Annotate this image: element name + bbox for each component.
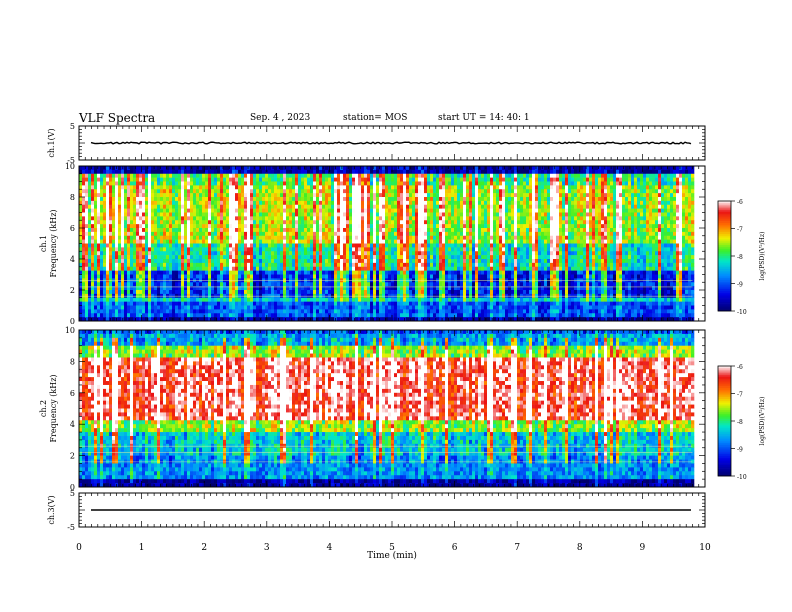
colorbar-tick-label-2: -7 bbox=[737, 392, 743, 399]
xaxis-label: Time (min) bbox=[367, 550, 417, 561]
colorbar-tick-label-1: -7 bbox=[737, 227, 743, 234]
ytick-label-4: -5 bbox=[67, 523, 75, 532]
ytick-label-1: 5 bbox=[70, 122, 75, 131]
ytick-label-3: 10 bbox=[65, 326, 75, 335]
ytick-label-3: 6 bbox=[70, 389, 75, 398]
ylabel-1: ch.1(V) bbox=[47, 128, 56, 157]
colorbar-tick-label-1: -10 bbox=[737, 309, 747, 316]
ytick-label-2: 0 bbox=[70, 317, 75, 326]
xtick-label: 1 bbox=[139, 543, 145, 553]
colorbar-tick-label-2: -10 bbox=[737, 474, 747, 481]
ytick-label-2: 10 bbox=[65, 162, 75, 171]
ylabel-3: Frequency (kHz) bbox=[49, 374, 58, 442]
xtick-label: 0 bbox=[76, 543, 82, 553]
colorbar-tick-label-2: -6 bbox=[737, 364, 743, 371]
ylabel-2: ch.1 bbox=[39, 235, 48, 252]
ytick-label-2: 2 bbox=[70, 286, 75, 295]
spectrogram-image-3 bbox=[79, 330, 705, 487]
xtick-label: 7 bbox=[514, 543, 520, 553]
colorbar-tick-label-1: -9 bbox=[737, 282, 743, 289]
colorbar-label-2: log(PSD)(V²/Hz) bbox=[759, 397, 766, 446]
xtick-label: 3 bbox=[264, 543, 270, 553]
ytick-label-3: 2 bbox=[70, 452, 75, 461]
ytick-label-2: 6 bbox=[70, 224, 75, 233]
ylabel-4: ch.3(V) bbox=[47, 495, 56, 524]
xtick-label: 9 bbox=[640, 543, 646, 553]
xtick-label: 10 bbox=[699, 543, 711, 553]
xtick-label: 6 bbox=[452, 543, 458, 553]
xtick-label: 4 bbox=[327, 543, 333, 553]
spectrogram-image-2 bbox=[79, 166, 705, 321]
colorbar-1 bbox=[718, 201, 735, 311]
colorbar-tick-label-2: -9 bbox=[737, 447, 743, 454]
colorbar-tick-label-1: -8 bbox=[737, 254, 743, 261]
ytick-label-2: 4 bbox=[70, 255, 75, 264]
ytick-label-2: 8 bbox=[70, 193, 75, 202]
waveform-trace-1 bbox=[91, 142, 691, 144]
colorbar-2 bbox=[718, 366, 735, 476]
colorbar-tick-label-2: -8 bbox=[737, 419, 743, 426]
ytick-label-3: 8 bbox=[70, 357, 75, 366]
ylabel-3: ch.2 bbox=[39, 400, 48, 417]
vlf-figure: 5-5ch.1(V)0246810ch.1 Frequency (kHz)0246… bbox=[0, 0, 792, 612]
xtick-label: 8 bbox=[577, 543, 583, 553]
ytick-label-3: 4 bbox=[70, 420, 75, 429]
colorbar-tick-label-1: -6 bbox=[737, 199, 743, 206]
ylabel-2: Frequency (kHz) bbox=[49, 209, 58, 277]
colorbar-label-1: log(PSD)(V²/Hz) bbox=[759, 232, 766, 281]
xtick-label: 2 bbox=[201, 543, 207, 553]
ytick-label-4: 5 bbox=[70, 489, 75, 498]
